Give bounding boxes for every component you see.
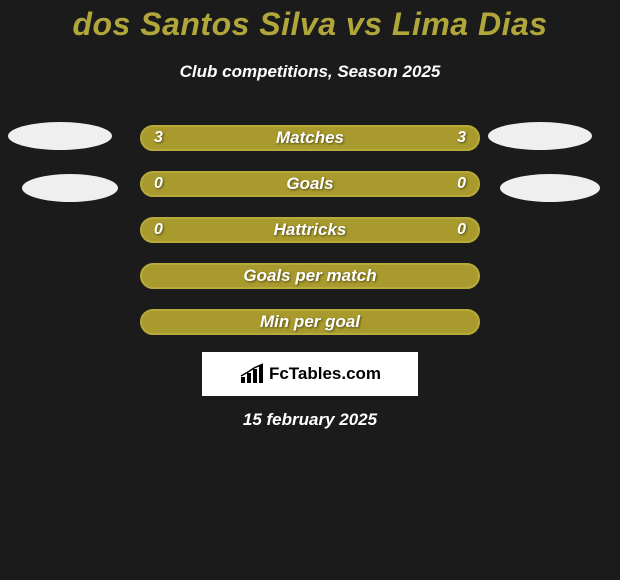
stat-row-goals: 0 Goals 0 <box>140 171 480 197</box>
infographic-date: 15 february 2025 <box>0 410 620 430</box>
page-subtitle: Club competitions, Season 2025 <box>0 62 620 82</box>
player-right-oval-1 <box>488 122 592 150</box>
brand-badge: FcTables.com <box>202 352 418 396</box>
stat-label: Matches <box>142 128 478 148</box>
stat-right-value: 3 <box>457 129 466 147</box>
comparison-infographic: dos Santos Silva vs Lima Dias Club compe… <box>0 0 620 580</box>
brand-text: FcTables.com <box>269 364 381 384</box>
stat-right-value: 0 <box>457 221 466 239</box>
player-right-oval-2 <box>500 174 600 202</box>
player-left-oval-1 <box>8 122 112 150</box>
stat-label: Hattricks <box>142 220 478 240</box>
player-left-oval-2 <box>22 174 118 202</box>
stat-label: Goals per match <box>142 266 478 286</box>
stat-label: Min per goal <box>142 312 478 332</box>
stat-row-hattricks: 0 Hattricks 0 <box>140 217 480 243</box>
bar-chart-icon <box>239 363 265 385</box>
stat-row-goals-per-match: Goals per match <box>140 263 480 289</box>
stat-label: Goals <box>142 174 478 194</box>
stat-row-matches: 3 Matches 3 <box>140 125 480 151</box>
stat-right-value: 0 <box>457 175 466 193</box>
stat-row-min-per-goal: Min per goal <box>140 309 480 335</box>
page-title: dos Santos Silva vs Lima Dias <box>0 6 620 43</box>
